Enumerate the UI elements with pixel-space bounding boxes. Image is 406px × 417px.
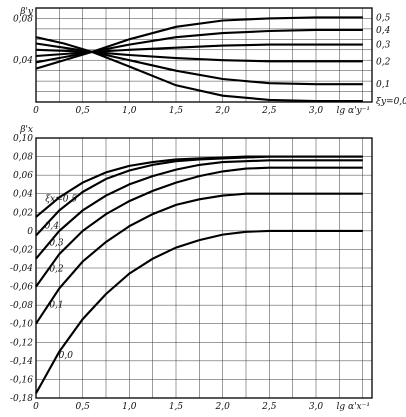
series-line	[35, 42, 363, 86]
x-tick-label: 2,0	[215, 106, 231, 116]
y-tick-label: 0,10	[13, 134, 33, 144]
series-line	[35, 229, 363, 394]
x-tick-label: 0,5	[76, 106, 91, 116]
y-tick-label: -0,14	[10, 357, 33, 367]
y-tick-label: -0,02	[10, 245, 33, 255]
y-axis-label: β'y	[19, 7, 34, 17]
y-tick-label: -0,06	[10, 283, 33, 293]
y-tick-label: -0,08	[10, 301, 33, 311]
series-label: 0,3	[376, 41, 391, 51]
x-tick-label: 2,0	[215, 402, 231, 412]
series-label: 0,4	[376, 26, 391, 36]
x-axis-label: lg α'x⁻¹	[337, 402, 371, 412]
series-line	[35, 36, 363, 103]
plot-frame	[35, 137, 373, 399]
y-tick-label: -0,12	[10, 338, 33, 348]
x-tick-label: 1,5	[169, 106, 184, 116]
series-line	[35, 155, 363, 237]
series-label: 0,3	[49, 239, 64, 249]
series-line	[35, 43, 363, 58]
series-label: 0,1	[376, 80, 390, 90]
y-tick-label: 0,08	[13, 153, 33, 163]
x-axis-label: lg α'y⁻¹	[337, 106, 371, 116]
x-tick-label: 0	[33, 402, 39, 412]
y-tick-label: 0,04	[13, 56, 33, 66]
series-line	[35, 159, 363, 260]
series-label: 0,0	[59, 351, 74, 361]
series-line	[35, 192, 363, 325]
y-tick-label: -0,18	[10, 394, 33, 404]
series-label: 0,4	[45, 221, 60, 231]
x-tick-label: 2,5	[261, 106, 277, 116]
y-tick-label: 0,06	[13, 171, 33, 181]
y-tick-label: 0,08	[13, 14, 33, 24]
series-line	[35, 28, 363, 64]
x-tick-label: 0,5	[76, 402, 91, 412]
y-tick-label: 0,02	[13, 208, 33, 218]
series-line	[35, 166, 363, 288]
y-tick-label: -0,10	[10, 320, 33, 330]
series-label: 0,2	[376, 57, 391, 67]
bottom-chart-panel: 0 0,5 1,0 1,5 2,0 2,5 3,00,100,080,060,040,020…	[10, 125, 373, 412]
series-line	[35, 48, 363, 63]
x-tick-label: 1,0	[122, 402, 137, 412]
y-tick-label: -0,04	[10, 264, 33, 274]
y-tick-label: 0	[27, 227, 33, 237]
series-label: ξx=0,5	[45, 195, 77, 205]
series-label: 0,1	[49, 301, 63, 311]
top-chart-panel: 0 0,5 1,0 1,5 2,0 2,5 3,0 0,08 0,04 β'y lg α'y⁻¹ 0,…	[13, 7, 406, 116]
y-axis-label: β'x	[19, 125, 33, 135]
x-tick-label: 3,0	[309, 106, 324, 116]
y-tick-label: -0,16	[10, 375, 33, 385]
x-tick-label: 1,5	[169, 402, 184, 412]
y-tick-label: 0,04	[13, 190, 33, 200]
x-tick-label: 1,0	[122, 106, 137, 116]
series-label: 0,2	[49, 265, 64, 275]
x-tick-label: 2,5	[261, 402, 277, 412]
series-label: 0,5	[376, 13, 391, 23]
series-line	[35, 16, 363, 70]
x-tick-label: 0	[33, 106, 39, 116]
x-tick-label: 3,0	[309, 402, 324, 412]
series-label: ξy=0,0	[376, 97, 406, 107]
